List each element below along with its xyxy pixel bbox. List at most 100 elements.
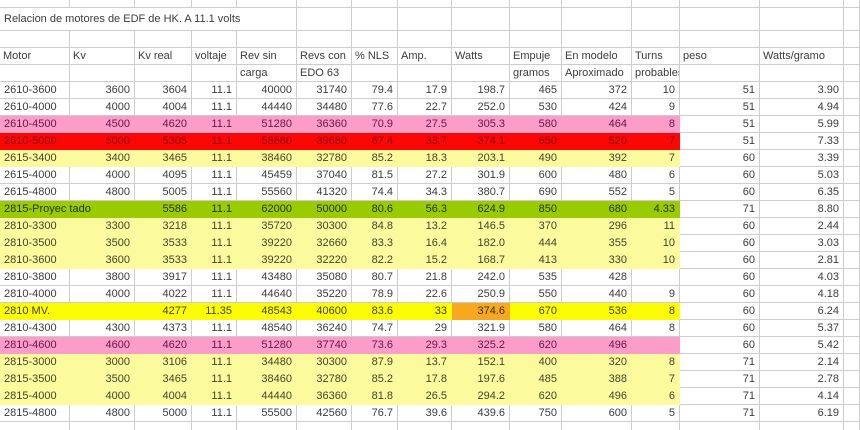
cell-value[interactable]: 3106 [135,354,192,371]
cell-value[interactable]: 39220 [237,252,297,269]
cell-value[interactable]: 168.7 [452,252,510,269]
cell-empty[interactable] [135,0,192,8]
cell-value[interactable]: 38460 [237,371,297,388]
cell-value[interactable]: 3.03 [760,235,844,252]
cell-value[interactable]: 32780 [297,150,352,167]
cell-value[interactable]: 197.6 [452,371,510,388]
cell-motor[interactable]: 2615-3400 [0,150,70,167]
cell-value[interactable]: 36360 [297,116,352,133]
cell-value[interactable]: 374.6 [452,303,510,320]
cell-value[interactable]: 71 [680,388,760,405]
cell-value[interactable]: 33 [398,303,452,320]
cell-empty[interactable] [510,0,562,8]
cell-value[interactable]: 6.19 [760,405,844,422]
cell-value[interactable]: 82.2 [352,252,398,269]
header-cell[interactable]: EDO 63 [297,65,352,82]
cell-empty[interactable] [398,31,452,48]
cell-value[interactable]: 3800 [70,269,135,286]
cell-value[interactable]: 40000 [237,82,297,99]
cell-value[interactable]: 11.1 [192,320,237,337]
cell-value[interactable]: 496 [562,388,632,405]
cell-empty[interactable] [844,371,860,388]
cell-value[interactable]: 5 [632,405,680,422]
cell-value[interactable]: 39.6 [398,405,452,422]
cell-empty[interactable] [844,405,860,422]
cell-empty[interactable] [297,422,352,430]
header-cell[interactable]: Revs con [297,48,352,65]
cell-value[interactable]: 67.4 [352,133,398,150]
cell-value[interactable]: 6.24 [760,303,844,320]
cell-empty[interactable] [844,184,860,201]
cell-value[interactable]: 51280 [237,337,297,354]
cell-value[interactable]: 71 [680,371,760,388]
cell-value[interactable]: 6 [632,167,680,184]
cell-value[interactable]: 535 [510,269,562,286]
cell-motor[interactable]: 2815-3000 [0,354,70,371]
cell-value[interactable]: 51 [680,99,760,116]
cell-value[interactable]: 71 [680,354,760,371]
cell-empty[interactable] [510,31,562,48]
cell-empty[interactable] [760,0,844,8]
cell-value[interactable]: 79.4 [352,82,398,99]
cell-empty[interactable] [297,31,352,48]
cell-value[interactable]: 27.5 [398,116,452,133]
cell-empty[interactable] [680,8,760,31]
cell-empty[interactable] [237,0,297,8]
header-cell[interactable]: Turns [632,48,680,65]
cell-value[interactable]: 750 [510,405,562,422]
cell-empty[interactable] [632,8,680,31]
cell-value[interactable]: 2.81 [760,252,844,269]
sheet-title[interactable]: Relacion de motores de EDF de HK. A 11.1… [0,8,297,31]
header-cell[interactable] [70,65,135,82]
header-cell[interactable]: peso [680,48,760,65]
cell-empty[interactable] [632,31,680,48]
cell-empty[interactable] [398,422,452,430]
cell-motor[interactable]: 2615-4800 [0,184,70,201]
cell-value[interactable]: 11.1 [192,354,237,371]
cell-value[interactable]: 13.7 [398,354,452,371]
cell-value[interactable]: 6 [632,388,680,405]
cell-value[interactable]: 36360 [297,388,352,405]
cell-value[interactable]: 4620 [135,116,192,133]
cell-value[interactable]: 29 [398,320,452,337]
cell-value[interactable]: 44440 [237,99,297,116]
cell-value[interactable]: 485 [510,371,562,388]
cell-motor[interactable]: 2610-4000 [0,99,70,116]
cell-value[interactable]: 22.6 [398,286,452,303]
cell-value[interactable]: 3533 [135,235,192,252]
cell-value[interactable]: 330 [562,252,632,269]
cell-value[interactable]: 51 [680,133,760,150]
cell-value[interactable]: 15.2 [398,252,452,269]
cell-value[interactable]: 87.9 [352,354,398,371]
cell-value[interactable]: 152.1 [452,354,510,371]
cell-value[interactable]: 4.18 [760,286,844,303]
cell-empty[interactable] [844,116,860,133]
header-cell[interactable]: Kv [70,48,135,65]
cell-value[interactable]: 3533 [135,252,192,269]
cell-value[interactable]: 850 [510,201,562,218]
cell-value[interactable]: 11 [632,218,680,235]
cell-value[interactable]: 413 [510,252,562,269]
cell-motor[interactable]: 2815-3500 [0,371,70,388]
cell-value[interactable]: 9 [632,99,680,116]
cell-value[interactable]: 11.1 [192,286,237,303]
cell-value[interactable]: 6.35 [760,184,844,201]
cell-empty[interactable] [510,8,562,31]
cell-value[interactable] [632,269,680,286]
cell-value[interactable]: 198.7 [452,82,510,99]
cell-empty[interactable] [452,0,510,8]
cell-value[interactable]: 50000 [297,201,352,218]
cell-value[interactable]: 60 [680,286,760,303]
cell-value[interactable]: 496 [562,337,632,354]
cell-value[interactable]: 30300 [297,218,352,235]
cell-value[interactable]: 4277 [135,303,192,320]
cell-empty[interactable] [844,388,860,405]
cell-empty[interactable] [70,0,135,8]
cell-value[interactable]: 424 [562,99,632,116]
cell-value[interactable]: 620 [510,388,562,405]
cell-empty[interactable] [844,201,860,218]
cell-value[interactable]: 11.1 [192,201,237,218]
cell-value[interactable]: 11.1 [192,167,237,184]
cell-value[interactable]: 73.6 [352,337,398,354]
cell-value[interactable]: 4000 [70,167,135,184]
